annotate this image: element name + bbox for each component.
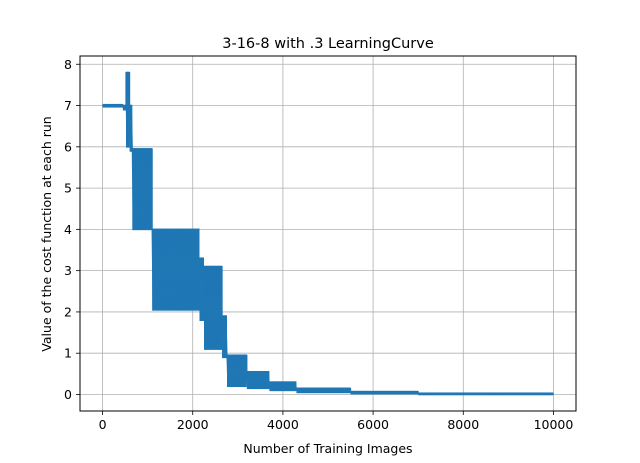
x-axis: 0 2000 4000 6000 8000 10000 (99, 411, 574, 432)
x-tick-label: 4000 (267, 417, 299, 432)
y-tick-label: 1 (64, 346, 72, 361)
data-series (102, 71, 554, 396)
x-axis-label: Number of Training Images (243, 441, 412, 456)
x-tick-label: 10000 (534, 417, 574, 432)
series-line (102, 71, 554, 396)
chart-title: 3-16-8 with .3 LearningCurve (222, 36, 434, 52)
x-tick-label: 0 (99, 417, 107, 432)
y-tick-label: 0 (64, 387, 72, 402)
x-tick-label: 2000 (177, 417, 209, 432)
grid-lines (80, 56, 576, 411)
y-axis-label: Value of the cost function at each run (39, 116, 54, 351)
x-tick-label: 6000 (357, 417, 389, 432)
x-tick-label: 8000 (447, 417, 479, 432)
y-axis: 0 1 2 3 4 5 6 7 8 (64, 57, 80, 402)
y-tick-label: 7 (64, 98, 72, 113)
plot-area-frame (79, 55, 577, 412)
y-tick-label: 3 (64, 263, 72, 278)
y-tick-label: 2 (64, 304, 72, 319)
y-tick-label: 6 (64, 139, 72, 154)
y-tick-label: 4 (64, 222, 72, 237)
y-tick-label: 8 (64, 57, 72, 72)
y-tick-label: 5 (64, 181, 72, 196)
